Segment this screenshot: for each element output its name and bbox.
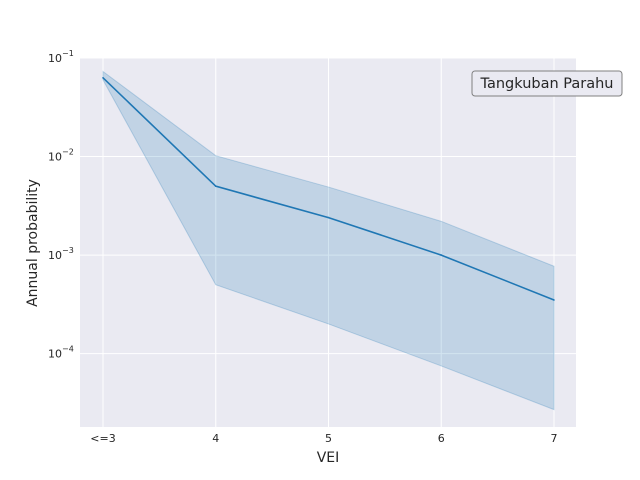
annotation-text: Tangkuban Parahu (480, 76, 614, 92)
data-point (327, 216, 330, 219)
y-axis-label: Annual probability (25, 179, 41, 307)
data-point (102, 76, 104, 79)
y-tick-label: 10−3 (48, 246, 74, 262)
y-tick-label: 10−2 (48, 148, 74, 164)
x-tick-label: 7 (551, 432, 558, 445)
x-tick-label: <=3 (90, 432, 115, 445)
confidence-band (102, 70, 555, 411)
x-tick-label: 5 (325, 432, 332, 445)
series-points (102, 76, 555, 301)
y-tick-label: 10−1 (48, 49, 74, 65)
data-point (553, 299, 555, 301)
x-tick-label: 4 (212, 432, 219, 445)
y-tick-label: 10−4 (48, 345, 74, 361)
x-tick-label: 6 (438, 432, 445, 445)
x-axis-label: VEI (317, 450, 340, 466)
x-tick-labels: <=3 4 5 6 7 (90, 432, 557, 445)
data-point (440, 254, 443, 256)
annotation-box: Tangkuban Parahu (471, 70, 623, 97)
grid-lines (80, 57, 576, 427)
data-point (214, 185, 217, 188)
y-tick-labels: 10−1 10−2 10−3 10−4 (48, 49, 74, 361)
